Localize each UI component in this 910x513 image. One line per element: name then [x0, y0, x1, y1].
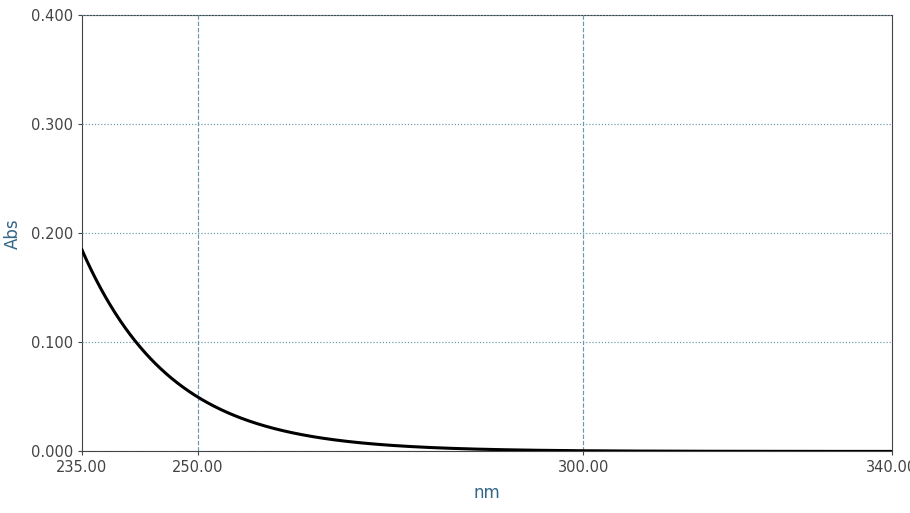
X-axis label: nm: nm: [473, 484, 500, 502]
Y-axis label: Abs: Abs: [5, 218, 22, 249]
